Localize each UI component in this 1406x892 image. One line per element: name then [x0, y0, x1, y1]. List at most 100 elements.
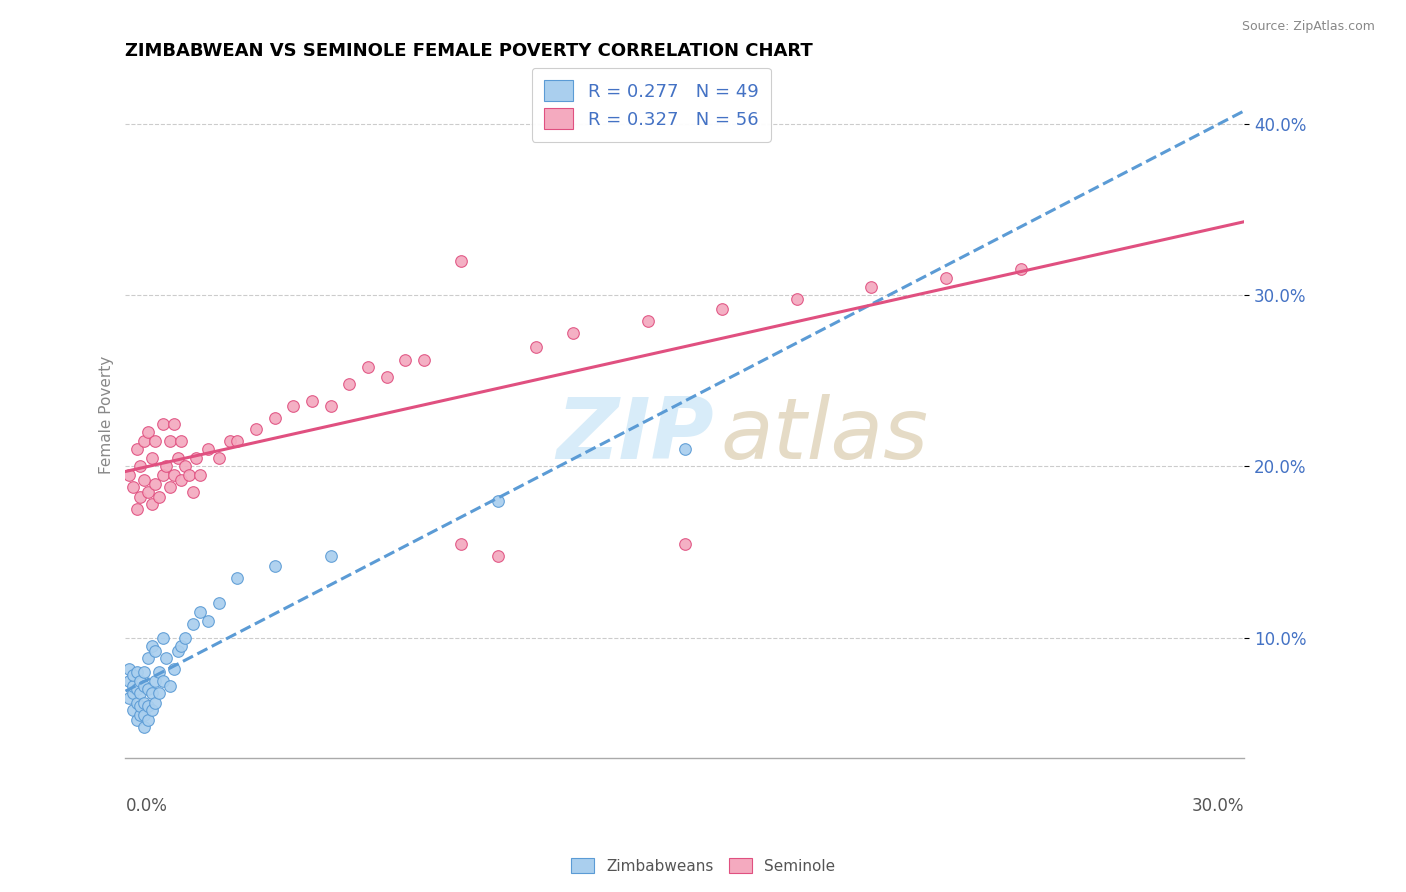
Point — [177, 468, 200, 483]
Point — [319, 549, 342, 563]
Point — [450, 536, 472, 550]
Point — [181, 617, 204, 632]
Text: atlas: atlas — [721, 394, 929, 477]
Point — [141, 450, 163, 465]
Point — [129, 707, 152, 722]
Point — [166, 644, 188, 658]
Point — [152, 417, 174, 431]
Y-axis label: Female Poverty: Female Poverty — [100, 356, 114, 475]
Point — [673, 536, 696, 550]
Point — [148, 665, 170, 679]
Text: ZIMBABWEAN VS SEMINOLE FEMALE POVERTY CORRELATION CHART: ZIMBABWEAN VS SEMINOLE FEMALE POVERTY CO… — [125, 42, 813, 60]
Point — [412, 353, 434, 368]
Point — [488, 549, 510, 563]
Point — [136, 713, 159, 727]
Point — [1010, 262, 1032, 277]
Point — [136, 425, 159, 440]
Point — [186, 450, 208, 465]
Legend: R = 0.277   N = 49, R = 0.327   N = 56: R = 0.277 N = 49, R = 0.327 N = 56 — [531, 68, 770, 142]
Point — [174, 459, 197, 474]
Point — [786, 292, 808, 306]
Point — [134, 434, 156, 448]
Point — [226, 434, 249, 448]
Point — [155, 651, 177, 665]
Point — [170, 640, 193, 654]
Point — [450, 253, 472, 268]
Point — [155, 459, 177, 474]
Point — [118, 662, 141, 676]
Point — [148, 685, 170, 699]
Point — [122, 668, 145, 682]
Point — [118, 468, 141, 483]
Point — [122, 480, 145, 494]
Point — [134, 696, 156, 710]
Point — [488, 493, 510, 508]
Point — [166, 450, 188, 465]
Point — [637, 314, 659, 328]
Point — [125, 502, 148, 516]
Point — [159, 434, 181, 448]
Point — [134, 665, 156, 679]
Point — [208, 597, 231, 611]
Point — [122, 685, 145, 699]
Text: 0.0%: 0.0% — [125, 797, 167, 814]
Point — [141, 703, 163, 717]
Point — [129, 459, 152, 474]
Point — [125, 713, 148, 727]
Point — [562, 326, 585, 340]
Text: ZIP: ZIP — [555, 394, 713, 477]
Text: 30.0%: 30.0% — [1192, 797, 1244, 814]
Point — [141, 685, 163, 699]
Point — [125, 665, 148, 679]
Point — [134, 707, 156, 722]
Point — [129, 673, 152, 688]
Point — [935, 271, 957, 285]
Point — [226, 571, 249, 585]
Point — [129, 490, 152, 504]
Legend: Zimbabweans, Seminole: Zimbabweans, Seminole — [565, 852, 841, 880]
Point — [319, 400, 342, 414]
Point — [263, 411, 285, 425]
Point — [122, 679, 145, 693]
Point — [143, 696, 166, 710]
Point — [337, 377, 360, 392]
Point — [152, 631, 174, 645]
Point — [136, 699, 159, 714]
Point — [245, 422, 267, 436]
Point — [125, 696, 148, 710]
Point — [143, 673, 166, 688]
Point — [357, 360, 380, 375]
Text: Source: ZipAtlas.com: Source: ZipAtlas.com — [1241, 20, 1375, 33]
Point — [188, 468, 211, 483]
Point — [170, 434, 193, 448]
Point — [673, 442, 696, 457]
Point — [143, 434, 166, 448]
Point — [159, 480, 181, 494]
Point — [129, 685, 152, 699]
Point — [163, 468, 186, 483]
Point — [170, 473, 193, 487]
Point — [159, 679, 181, 693]
Point — [197, 442, 219, 457]
Point — [263, 558, 285, 573]
Point — [711, 301, 734, 316]
Point — [163, 417, 186, 431]
Point — [375, 370, 398, 384]
Point — [125, 682, 148, 697]
Point — [148, 490, 170, 504]
Point — [143, 644, 166, 658]
Point — [188, 605, 211, 619]
Point — [283, 400, 305, 414]
Point — [122, 703, 145, 717]
Point — [129, 699, 152, 714]
Point — [141, 640, 163, 654]
Point — [136, 485, 159, 500]
Point — [181, 485, 204, 500]
Point — [524, 339, 547, 353]
Point — [141, 497, 163, 511]
Point — [134, 720, 156, 734]
Point — [118, 690, 141, 705]
Point — [134, 473, 156, 487]
Point — [860, 279, 883, 293]
Point — [163, 662, 186, 676]
